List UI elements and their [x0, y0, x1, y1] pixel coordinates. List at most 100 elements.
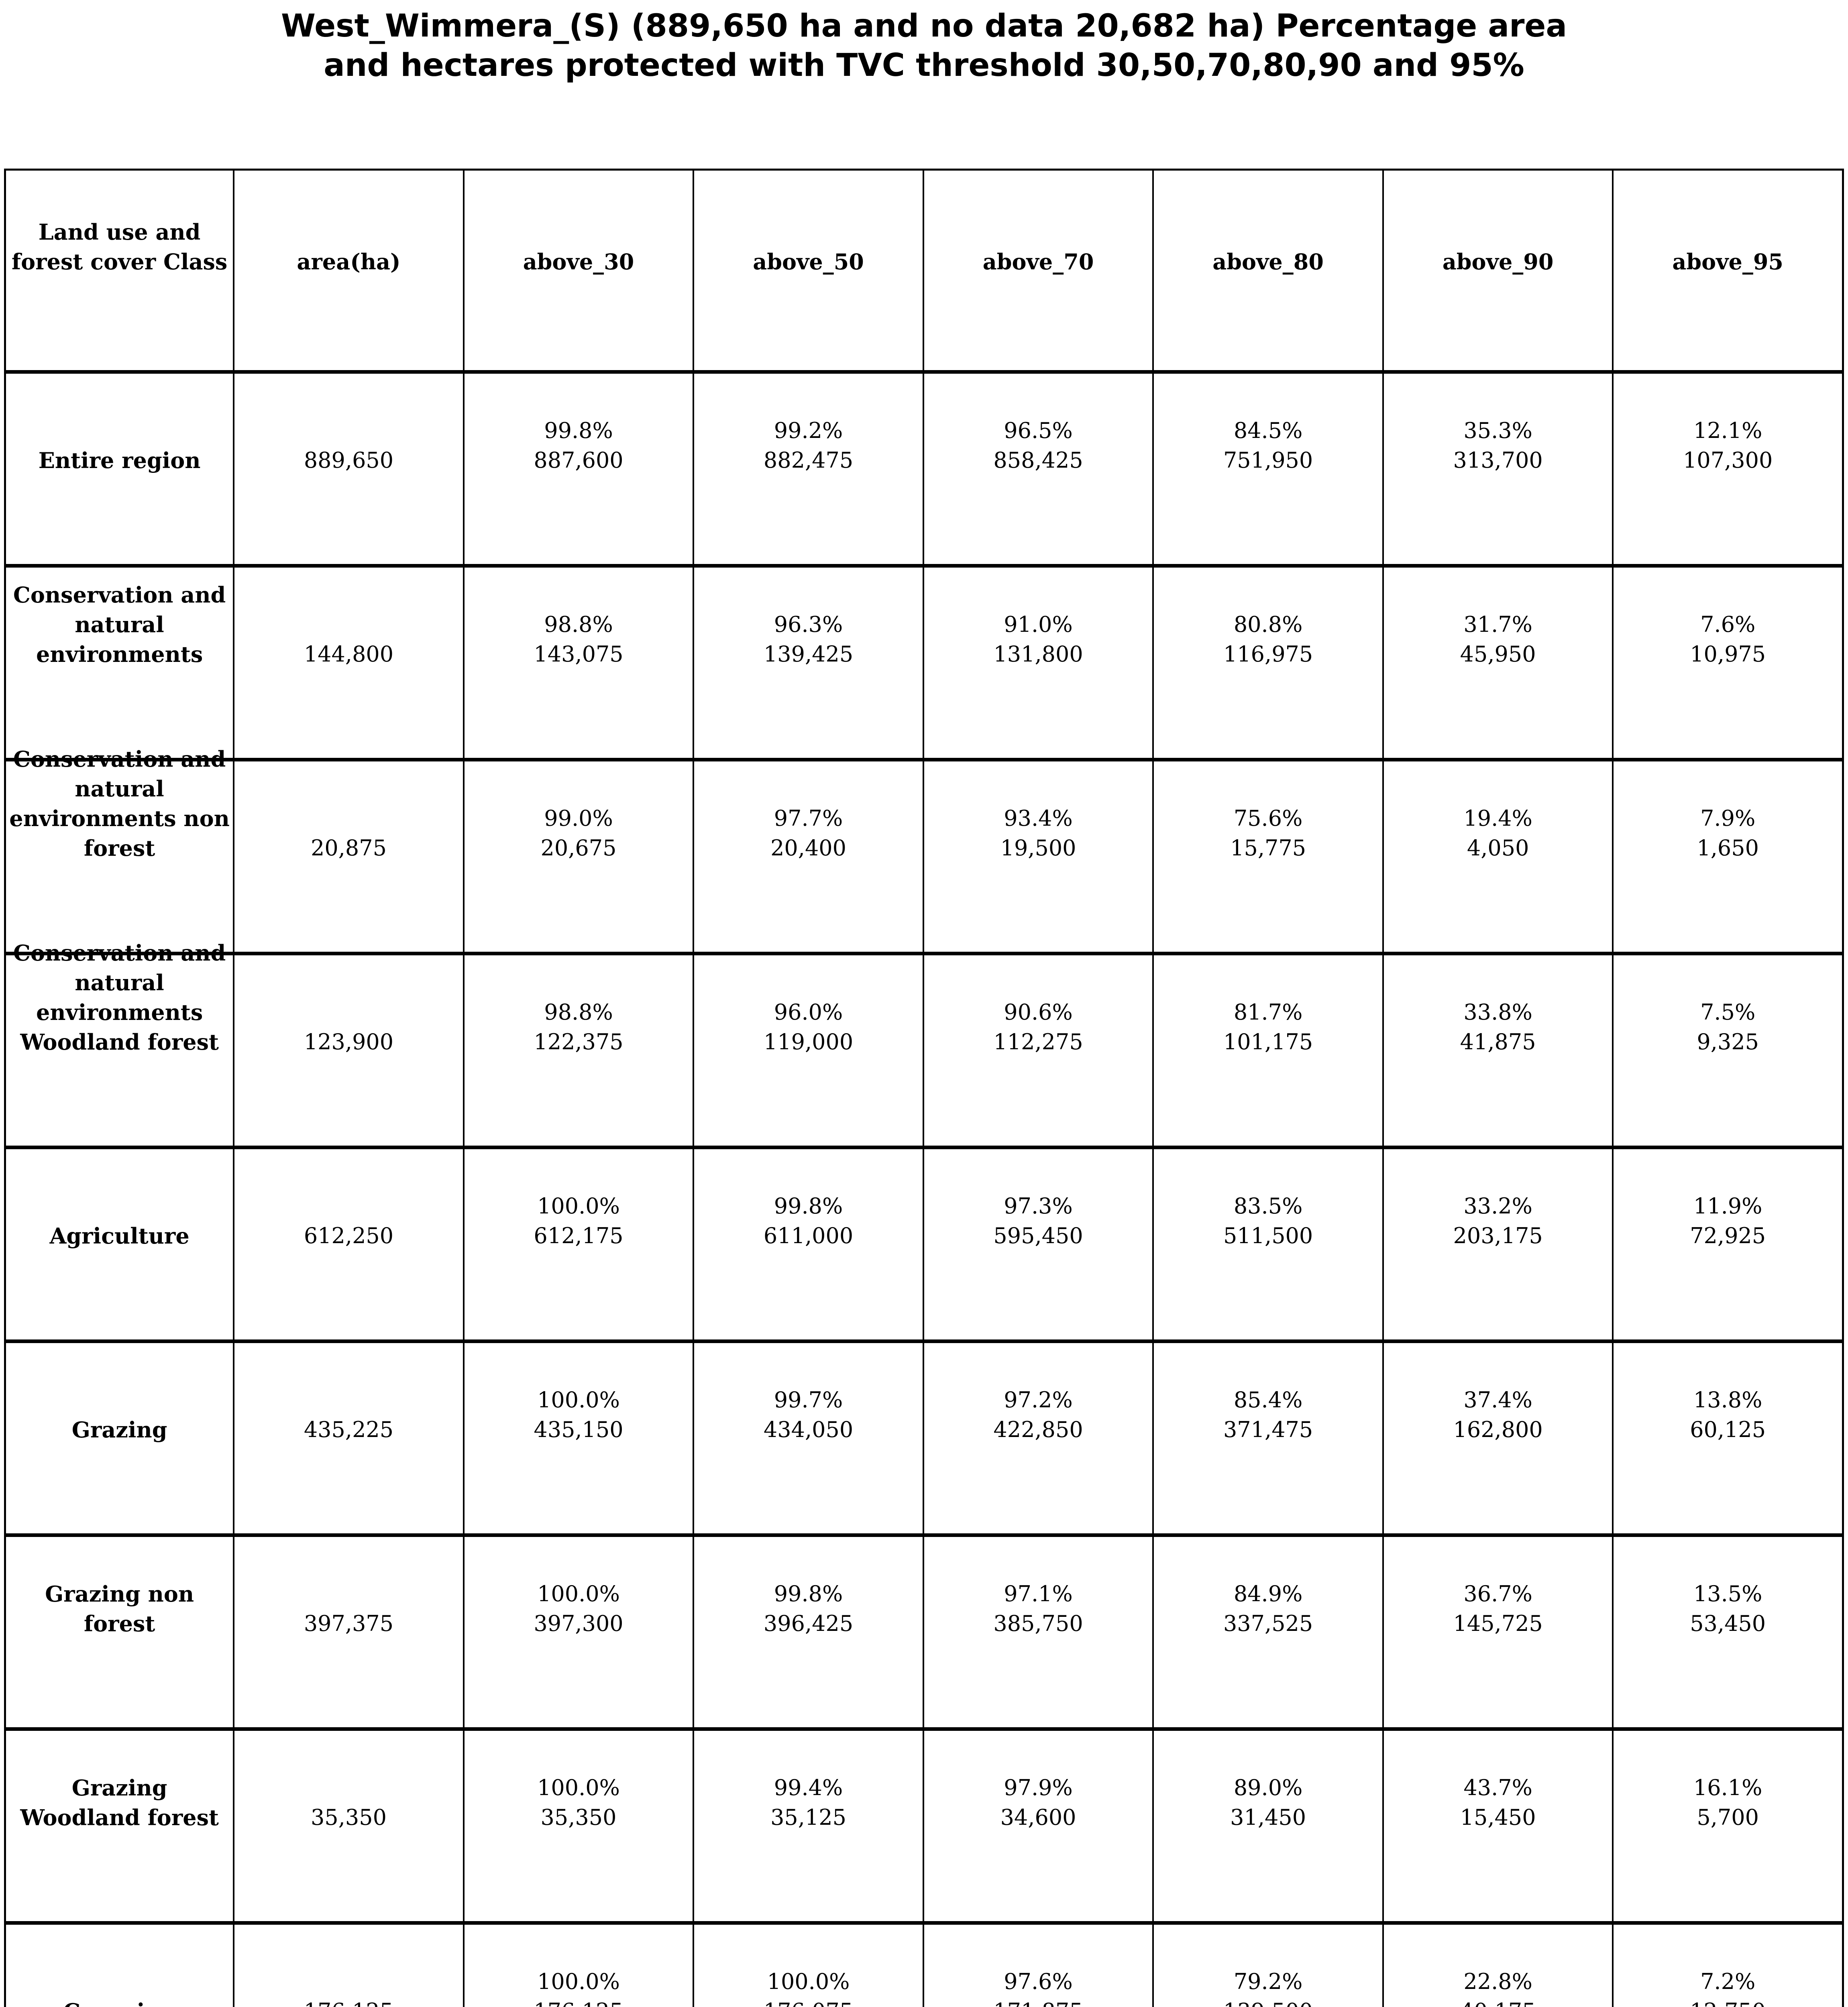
area-ha-cell: 176,125 — [233, 1925, 463, 2007]
hectares-protected: 12,750 — [1617, 1997, 1839, 2007]
threshold-cell: 97.6% 171,875 — [922, 1925, 1153, 2007]
area-ha-value: 20,875 — [311, 835, 387, 861]
percent-protected: 98.8% — [544, 612, 613, 637]
threshold-cell: 84.5% 751,950 — [1152, 374, 1382, 564]
threshold-values: 100.0% 176,075 — [697, 1967, 919, 2007]
threshold-values: 16.1% 5,700 — [1617, 1773, 1839, 1832]
area-ha-value: 889,650 — [304, 448, 394, 473]
column-header-label: above_90 — [1442, 248, 1554, 275]
hectares-protected: 60,125 — [1690, 1417, 1766, 1443]
threshold-values: 43.7% 15,450 — [1387, 1773, 1609, 1832]
threshold-cell: 16.1% 5,700 — [1612, 1731, 1842, 1921]
threshold-values: 99.2% 882,475 — [697, 416, 919, 475]
threshold-cell: 83.5% 511,500 — [1152, 1149, 1382, 1339]
area-ha-value: 176,125 — [238, 1997, 460, 2007]
percent-protected: 35.3% — [1463, 418, 1532, 444]
threshold-values: 7.6% 10,975 — [1617, 610, 1839, 669]
threshold-values: 37.4% 162,800 — [1387, 1385, 1609, 1445]
threshold-values: 100.0% 176,125 — [468, 1967, 690, 2007]
percent-protected: 85.4% — [1233, 1387, 1303, 1413]
percent-protected: 37.4% — [1463, 1387, 1532, 1413]
threshold-values: 96.3% 139,425 — [697, 610, 919, 669]
threshold-values: 7.2% 12,750 — [1617, 1967, 1839, 2007]
hectares-protected: 15,775 — [1230, 835, 1306, 861]
percent-protected: 7.2% — [1700, 1969, 1756, 1995]
percent-protected: 16.1% — [1693, 1775, 1762, 1801]
threshold-cell: 97.3% 595,450 — [922, 1149, 1153, 1339]
landuse-class-label: Conservation and natural environments — [13, 582, 226, 668]
percent-protected: 99.8% — [774, 1193, 843, 1219]
threshold-cell: 33.8% 41,875 — [1382, 955, 1612, 1146]
percent-protected: 36.7% — [1463, 1581, 1532, 1607]
percent-protected: 96.3% — [774, 612, 843, 637]
percent-protected: 100.0% — [537, 1969, 620, 1995]
threshold-cell: 99.8% 887,600 — [463, 374, 693, 564]
hectares-protected: 371,475 — [1223, 1417, 1313, 1443]
threshold-cell: 22.8% 40,175 — [1382, 1925, 1612, 2007]
threshold-cell: 99.8% 396,425 — [693, 1537, 923, 1727]
percent-protected: 99.7% — [774, 1387, 843, 1413]
page-title-line2: and hectares protected with TVC threshol… — [324, 47, 1524, 83]
threshold-values: 7.9% 1,650 — [1617, 804, 1839, 863]
threshold-values: 100.0% 612,175 — [468, 1191, 690, 1251]
percent-protected: 84.5% — [1233, 418, 1303, 444]
hectares-protected: 53,450 — [1690, 1611, 1766, 1637]
area-ha-cell: 123,900 — [233, 955, 463, 1146]
threshold-values: 13.5% 53,450 — [1617, 1579, 1839, 1639]
percent-protected: 100.0% — [537, 1775, 620, 1801]
threshold-values: 31.7% 45,950 — [1387, 610, 1609, 669]
column-header-class: Land use and forest cover Class — [6, 171, 233, 370]
area-ha-cell: 435,225 — [233, 1343, 463, 1533]
threshold-values: 91.0% 131,800 — [927, 610, 1149, 669]
hectares-protected: 9,325 — [1697, 1029, 1759, 1055]
threshold-cell: 13.5% 53,450 — [1612, 1537, 1842, 1727]
percent-protected: 12.1% — [1693, 418, 1762, 444]
table-row: Grazing non forest 397,375 100.0% 397,300 99… — [6, 1533, 1842, 1727]
threshold-cell: 99.7% 434,050 — [693, 1343, 923, 1533]
column-header-label: above_95 — [1672, 248, 1783, 275]
threshold-cell: 35.3% 313,700 — [1382, 374, 1612, 564]
threshold-values: 90.6% 112,275 — [927, 997, 1149, 1057]
table-row: Conservation and natural environments 144… — [6, 564, 1842, 758]
percent-protected: 97.3% — [1004, 1193, 1073, 1219]
percent-protected: 43.7% — [1463, 1775, 1532, 1801]
threshold-cell: 97.2% 422,850 — [922, 1343, 1153, 1533]
landuse-class-cell: Conservation and natural environments Wo… — [6, 940, 233, 1146]
threshold-cell: 75.6% 15,775 — [1152, 761, 1382, 952]
threshold-values: 85.4% 371,475 — [1157, 1385, 1379, 1445]
table-row: Agriculture 612,250 100.0% 612,175 99.8% 611,… — [6, 1146, 1842, 1339]
hectares-protected: 435,150 — [534, 1417, 623, 1443]
landuse-class-label: Grazing Woodland forest — [20, 1775, 219, 1831]
percent-protected: 99.8% — [544, 418, 613, 444]
threshold-cell: 96.0% 119,000 — [693, 955, 923, 1146]
threshold-cell: 100.0% 397,300 — [463, 1537, 693, 1727]
percent-protected: 97.6% — [1004, 1969, 1073, 1995]
column-header-above-90: above_90 — [1382, 171, 1612, 370]
threshold-cell: 90.6% 112,275 — [922, 955, 1153, 1146]
hectares-protected: 139,425 — [763, 641, 854, 667]
landuse-class-label: Grazing non forest — [45, 1581, 194, 1637]
hectares-protected: 20,400 — [770, 835, 847, 861]
percent-protected: 19.4% — [1463, 806, 1532, 831]
threshold-cell: 7.2% 12,750 — [1612, 1925, 1842, 2007]
percent-protected: 99.0% — [544, 806, 613, 831]
landuse-threshold-table: Land use and forest cover Class area(ha) a… — [4, 169, 1844, 2007]
threshold-cell: 7.5% 9,325 — [1612, 955, 1842, 1146]
area-ha-value: 435,225 — [304, 1417, 394, 1443]
hectares-protected: 101,175 — [1223, 1029, 1313, 1055]
hectares-protected: 858,425 — [993, 448, 1083, 473]
area-ha-cell: 144,800 — [233, 568, 463, 758]
hectares-protected: 611,000 — [763, 1223, 854, 1249]
percent-protected: 97.2% — [1004, 1387, 1073, 1413]
percent-protected: 97.7% — [774, 806, 843, 831]
threshold-values: 99.0% 20,675 — [468, 804, 690, 863]
area-ha-cell: 20,875 — [233, 761, 463, 952]
percent-protected: 99.8% — [774, 1581, 843, 1607]
threshold-values: 13.8% 60,125 — [1617, 1385, 1839, 1445]
hectares-protected: 176,075 — [697, 1997, 919, 2007]
hectares-protected: 35,350 — [540, 1805, 617, 1830]
hectares-protected: 139,500 — [1157, 1997, 1379, 2007]
hectares-protected: 131,800 — [993, 641, 1083, 667]
hectares-protected: 5,700 — [1697, 1805, 1759, 1830]
column-header-above-80: above_80 — [1152, 171, 1382, 370]
